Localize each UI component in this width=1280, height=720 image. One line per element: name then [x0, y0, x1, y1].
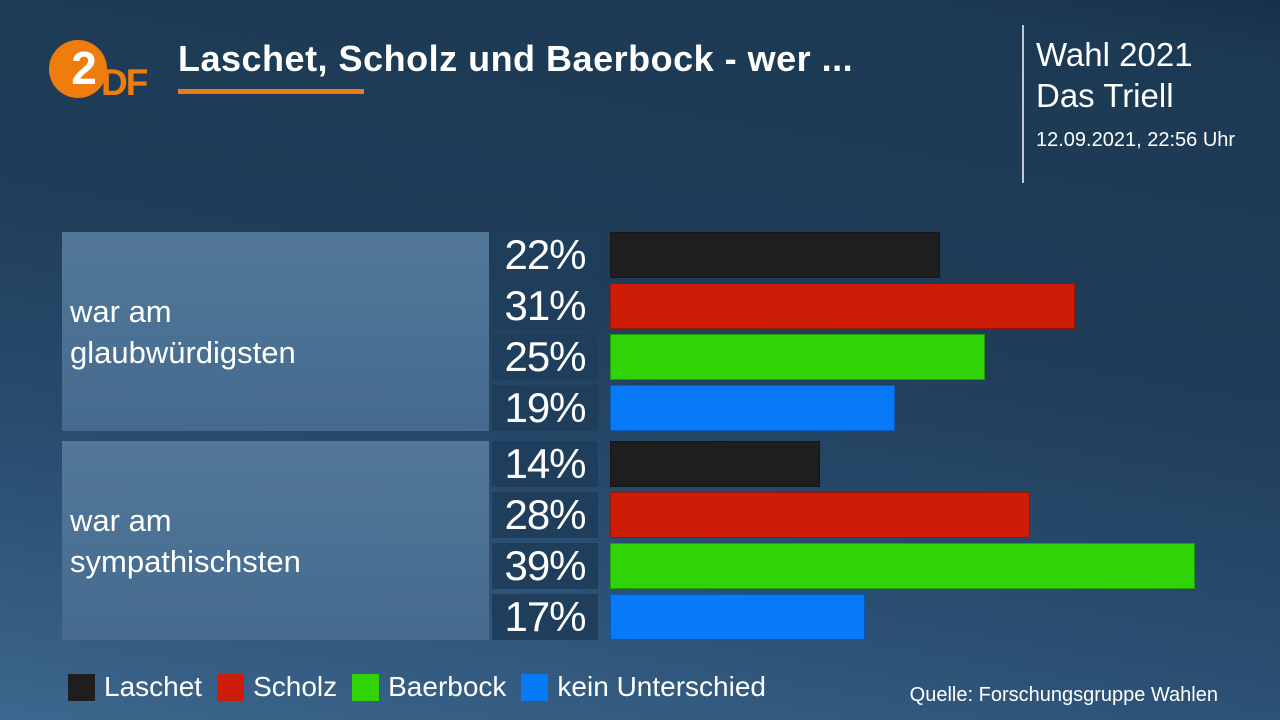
- bar-row: 31%: [492, 282, 1075, 329]
- value-label: 19%: [492, 384, 598, 431]
- chart-group: war am sympathischsten 14% 28% 39% 17%: [62, 440, 1218, 640]
- value-label: 14%: [492, 440, 598, 487]
- legend-label: Baerbock: [388, 671, 507, 702]
- bar-row: 14%: [492, 440, 1195, 487]
- bar-scholz: [610, 492, 1030, 538]
- bar-scholz: [610, 283, 1075, 329]
- group-label-line: war am: [70, 293, 172, 329]
- zdf-logo: 2 DF: [49, 40, 159, 102]
- bar-kein-unterschied: [610, 385, 895, 431]
- value-label: 22%: [492, 231, 598, 278]
- legend-swatch: [352, 673, 380, 701]
- bar-baerbock: [610, 334, 985, 380]
- legend-label: kein Unterschied: [557, 671, 766, 702]
- legend-item-baerbock: Baerbock: [352, 671, 506, 703]
- value-label: 17%: [492, 593, 598, 640]
- bar-row: 17%: [492, 593, 1195, 640]
- legend-swatch: [68, 673, 95, 701]
- legend-item-kein-unterschied: kein Unterschied: [521, 671, 766, 703]
- zdf-logo-circle: 2: [49, 40, 107, 98]
- zdf-logo-2: 2: [71, 42, 97, 94]
- header-divider: [1022, 25, 1024, 183]
- group-label: war am glaubwürdigsten: [62, 232, 489, 431]
- bar-row: 28%: [492, 491, 1195, 538]
- source-text: Quelle: Forschungsgruppe Wahlen: [909, 684, 1218, 706]
- bar-row: 25%: [492, 333, 1075, 380]
- group-label: war am sympathischsten: [62, 441, 489, 640]
- program-name-line2: Das Triell: [1036, 77, 1174, 114]
- value-label: 39%: [492, 542, 598, 589]
- value-label: 25%: [492, 333, 598, 380]
- bar-laschet: [610, 232, 940, 278]
- zdf-logo-df: DF: [101, 62, 148, 103]
- title-underline: [178, 89, 364, 94]
- legend-item-laschet: Laschet: [68, 671, 202, 703]
- bar-row: 19%: [492, 384, 1075, 431]
- legend-item-scholz: Scholz: [217, 671, 337, 703]
- bar-kein-unterschied: [610, 594, 865, 640]
- program-name-line1: Wahl 2021: [1036, 36, 1193, 73]
- group-label-line: glaubwürdigsten: [70, 334, 296, 370]
- bar-row: 39%: [492, 542, 1195, 589]
- value-label: 28%: [492, 491, 598, 538]
- legend-swatch: [217, 673, 245, 701]
- chart-legend: Laschet Scholz Baerbock kein Unterschied: [68, 671, 766, 703]
- value-label: 31%: [492, 282, 598, 329]
- legend-label: Laschet: [104, 671, 203, 702]
- bar-laschet: [610, 441, 820, 487]
- legend-label: Scholz: [253, 671, 338, 702]
- bar-baerbock: [610, 543, 1195, 589]
- broadcast-datetime: 12.09.2021, 22:56 Uhr: [1036, 129, 1236, 151]
- legend-swatch: [521, 673, 549, 701]
- group-label-line: war am: [70, 502, 172, 538]
- chart-group: war am glaubwürdigsten 22% 31% 25% 19%: [62, 231, 1218, 431]
- page-title: Laschet, Scholz und Baerbock - wer ...: [178, 38, 854, 79]
- title-block: Laschet, Scholz und Baerbock - wer ...: [178, 38, 854, 94]
- group-label-line: sympathischsten: [70, 543, 301, 579]
- bar-row: 22%: [492, 231, 1075, 278]
